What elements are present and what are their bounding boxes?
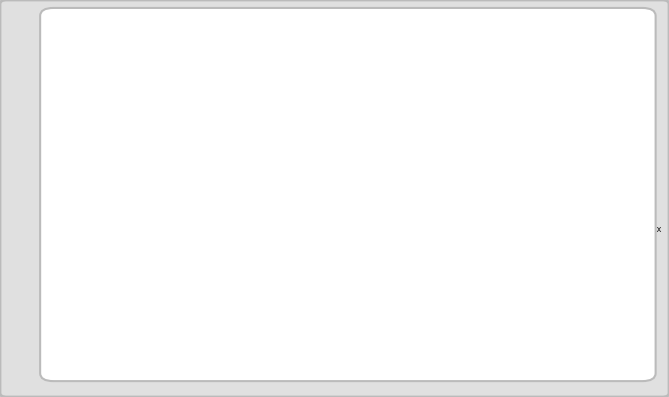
Text: P/P: P/P (612, 218, 632, 231)
Text: 1: 1 (103, 214, 111, 227)
Text: 0.80: 0.80 (83, 81, 111, 94)
Text: overexcited /
capacitive: overexcited / capacitive (140, 123, 162, 191)
Text: 0.5: 0.5 (326, 234, 347, 247)
Text: 1: 1 (546, 234, 554, 247)
Text: underexcited /
inductive: underexcited / inductive (140, 238, 162, 313)
Text: Emax: Emax (638, 225, 662, 234)
Text: 0.2: 0.2 (199, 234, 218, 247)
Text: cos φ: cos φ (89, 39, 128, 54)
